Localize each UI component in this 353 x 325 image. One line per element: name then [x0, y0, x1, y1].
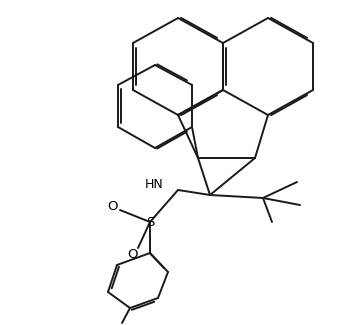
Text: O: O	[107, 201, 117, 214]
Text: O: O	[128, 249, 138, 262]
Text: HN: HN	[144, 177, 163, 190]
Text: S: S	[146, 215, 154, 228]
